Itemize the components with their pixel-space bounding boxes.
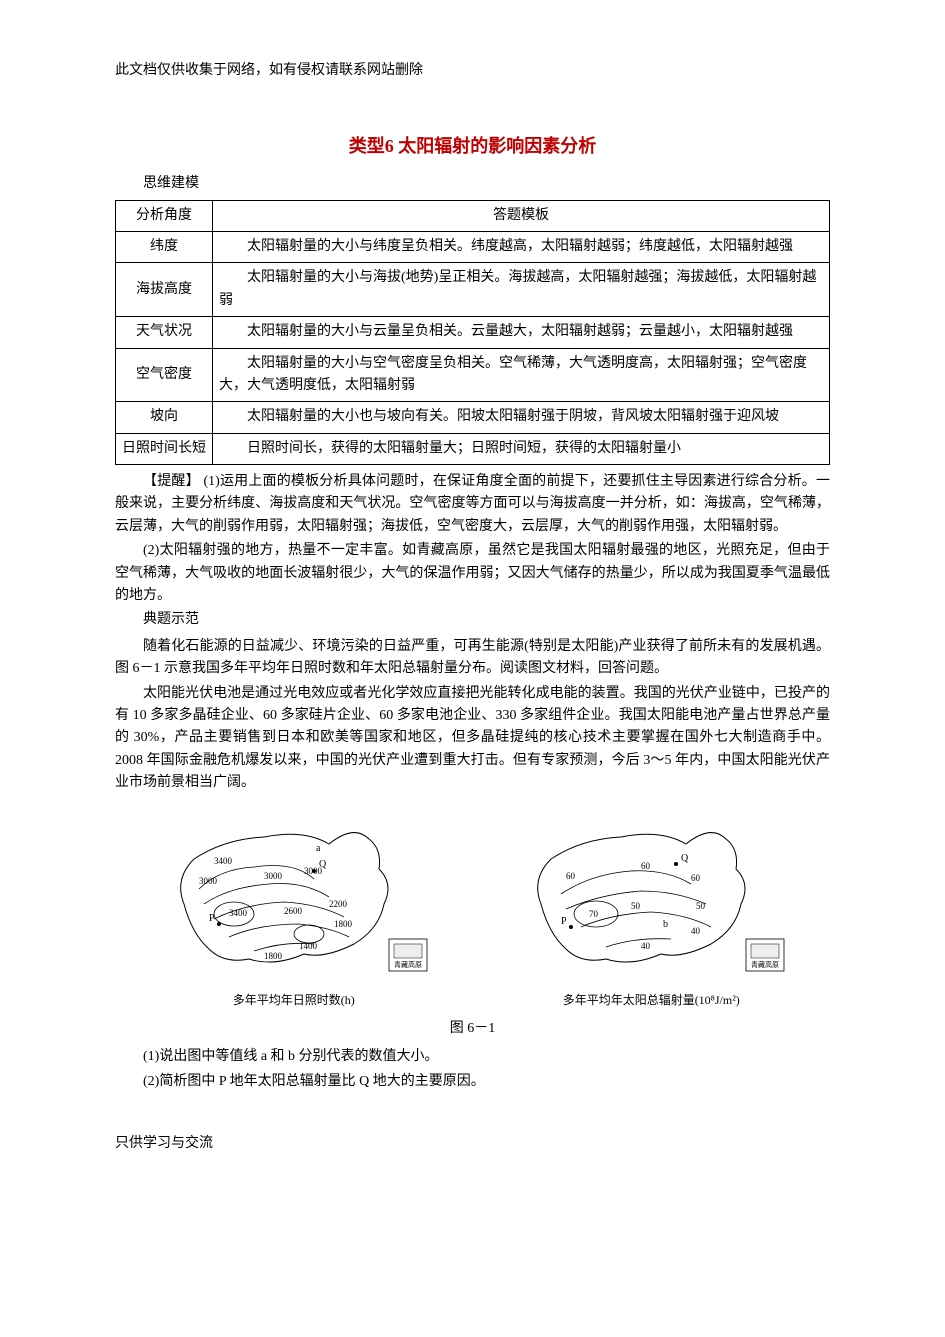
row-label: 空气密度 [116,348,213,402]
intro-para: 随着化石能源的日益减少、环境污染的日益严重，可再生能源(特别是太阳能)产业获得了… [115,636,830,681]
contour-label: 3000 [264,871,283,881]
marker-p-dot [569,925,573,929]
contour-line [229,924,349,937]
contour-label: 1800 [264,951,283,961]
contour-line [581,912,711,927]
table-row: 坡向太阳辐射量的大小也与坡向有关。阳坡太阳辐射强于阴坡，背风坡太阳辐射强于迎风坡 [116,402,830,433]
legend-swatch [394,944,422,958]
marker-p-dot [217,922,221,926]
marker-q-label: Q [319,859,327,870]
doc-title: 类型6 太阳辐射的影响因素分析 [115,132,830,161]
contour-label: 3400 [214,856,233,866]
row-label: 坡向 [116,402,213,433]
table-row: 海拔高度太阳辐射量的大小与海拔(地势)呈正相关。海拔越高，太阳辐射越强；海拔越低… [116,263,830,317]
marker-p-label: P [561,916,567,927]
contour-label: 1800 [334,919,353,929]
contour-label: 3400 [229,908,248,918]
row-desc: 太阳辐射量的大小与云量呈负相关。云量越大，太阳辐射越弱；云量越小，太阳辐射越强 [213,317,830,348]
marker-q-label: Q [681,853,689,864]
row-desc: 日照时间长，获得的太阳辐射量大；日照时间短，获得的太阳辐射量小 [213,433,830,464]
question-1: (1)说出图中等值线 a 和 b 分别代表的数值大小。 [115,1046,830,1068]
contour-label: 1400 [299,941,318,951]
contour-label-b: b [663,919,668,930]
figure-label: 图 6－1 [115,1018,830,1040]
row-desc: 太阳辐射量的大小与纬度呈负相关。纬度越高，太阳辐射越弱；纬度越低，太阳辐射越强 [213,231,830,262]
contour-label: 50 [631,901,641,911]
contour-label-a: a [316,843,321,854]
template-table: 分析角度 答题模板 纬度太阳辐射量的大小与纬度呈负相关。纬度越高，太阳辐射越弱；… [115,200,830,466]
row-label: 天气状况 [116,317,213,348]
contour-line [606,938,671,946]
contour-line [204,883,329,903]
table-row: 天气状况太阳辐射量的大小与云量呈负相关。云量越大，太阳辐射越弱；云量越小，太阳辐… [116,317,830,348]
reminder-text-1: (1)运用上面的模板分析具体问题时，在保证角度全面的前提下，还要抓住主导因素进行… [115,474,830,534]
col-header-template: 答题模板 [213,200,830,231]
row-label: 纬度 [116,231,213,262]
legend-text: 青藏高原 [751,960,779,969]
map-right-svg: 70 60 60 60 50 40 50 40 b P Q 青藏高原 [511,809,791,989]
contour-label: 50 [696,901,706,911]
legend-text: 青藏高原 [394,960,422,969]
contour-label: 70 [589,909,599,919]
row-desc: 太阳辐射量的大小与海拔(地势)呈正相关。海拔越高，太阳辐射越强；海拔越低，太阳辐… [213,263,830,317]
legend-swatch [751,944,779,958]
footer-note: 只供学习与交流 [115,1133,830,1155]
reminder-para-2: (2)太阳辐射强的地方，热量不一定丰富。如青藏高原，虽然它是我国太阳辐射最强的地… [115,540,830,607]
table-row: 纬度太阳辐射量的大小与纬度呈负相关。纬度越高，太阳辐射越弱；纬度越低，太阳辐射越… [116,231,830,262]
marker-p-label: P [209,913,215,924]
row-desc: 太阳辐射量的大小也与坡向有关。阳坡太阳辐射强于阴坡，背风坡太阳辐射强于迎风坡 [213,402,830,433]
map-left: 3400 3000 3400 3000 3000 2200 1800 1400 … [154,809,434,1010]
body-para: 太阳能光伏电池是通过光电效应或者光化学效应直接把光能转化成电能的装置。我国的光伏… [115,683,830,795]
question-2: (2)简析图中 P 地年太阳总辐射量比 Q 地大的主要原因。 [115,1071,830,1093]
maps-row: 3400 3000 3400 3000 3000 2200 1800 1400 … [115,809,830,1010]
map-right-caption: 多年平均年太阳总辐射量(10⁸J/m²) [511,991,791,1010]
contour-label: 2600 [284,906,303,916]
row-label: 海拔高度 [116,263,213,317]
table-row: 日照时间长短日照时间长，获得的太阳辐射量大；日照时间短，获得的太阳辐射量小 [116,433,830,464]
table-row: 空气密度太阳辐射量的大小与空气密度呈负相关。空气稀薄，大气透明度高，太阳辐射强；… [116,348,830,402]
contour-line [561,870,691,893]
map-left-caption: 多年平均年日照时数(h) [154,991,434,1010]
map-right: 70 60 60 60 50 40 50 40 b P Q 青藏高原 多年平均年… [511,809,791,1010]
row-desc: 太阳辐射量的大小与空气密度呈负相关。空气稀薄，大气透明度高，太阳辐射强；空气密度… [213,348,830,402]
section-modeling-label: 思维建模 [115,173,830,195]
contour-label: 40 [691,926,701,936]
marker-q-dot [312,869,316,873]
col-header-angle: 分析角度 [116,200,213,231]
table-body: 纬度太阳辐射量的大小与纬度呈负相关。纬度越高，太阳辐射越弱；纬度越低，太阳辐射越… [116,231,830,464]
contour-label: 60 [691,873,701,883]
map-left-svg: 3400 3000 3400 3000 3000 2200 1800 1400 … [154,809,434,989]
header-note: 此文档仅供收集于网络，如有侵权请联系网站删除 [115,60,830,82]
reminder-label: 【提醒】 [143,474,200,489]
marker-q-dot [674,862,678,866]
example-label: 典题示范 [115,609,830,631]
contour-label: 2200 [329,899,348,909]
contour-label: 40 [641,941,651,951]
contour-label: 60 [641,861,651,871]
reminder-para-1: 【提醒】 (1)运用上面的模板分析具体问题时，在保证角度全面的前提下，还要抓住主… [115,471,830,538]
contour-label: 60 [566,871,576,881]
contour-label: 3000 [199,876,218,886]
row-label: 日照时间长短 [116,433,213,464]
china-outline [180,832,387,961]
